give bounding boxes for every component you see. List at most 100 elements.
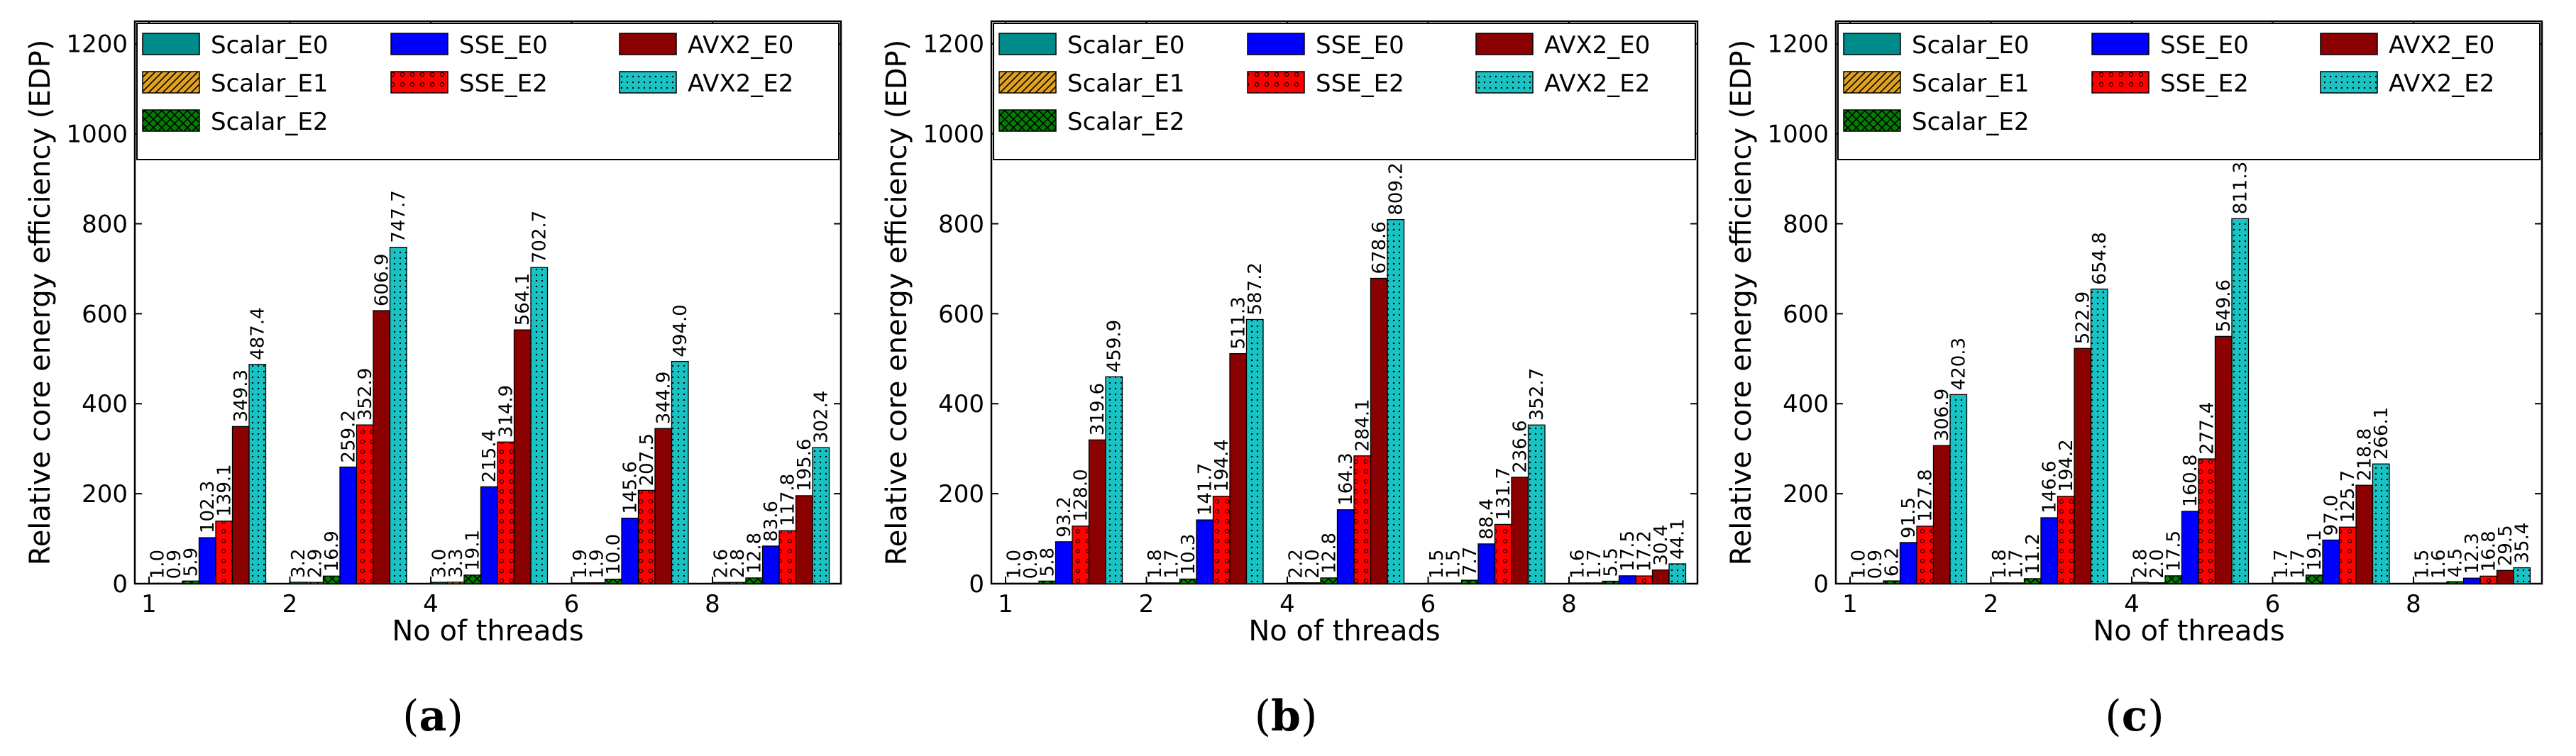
bar-value-label: 7.7 — [1460, 547, 1481, 576]
bar-avx2-e0 — [795, 495, 813, 584]
bar-sse-e2 — [637, 489, 656, 584]
bar-scalar-e0 — [430, 582, 448, 584]
x-tick-label: 4 — [423, 590, 439, 618]
legend-swatch — [2320, 33, 2378, 55]
bar-avx2-e0 — [231, 426, 250, 584]
bar-value-label: 549.6 — [2213, 279, 2235, 332]
legend-swatch — [1843, 71, 1901, 94]
bar-value-label: 131.7 — [1493, 467, 1514, 520]
legend-label: SSE_E2 — [2160, 70, 2249, 98]
bar-value-label: 487.4 — [248, 307, 269, 360]
legend-label: Scalar_E2 — [1912, 108, 2029, 136]
legend-label: Scalar_E0 — [211, 31, 328, 60]
bar-avx2-e0 — [1932, 445, 1951, 584]
bar-value-label: 5.8 — [1037, 547, 1059, 577]
bar-value-label: 2.6 — [711, 549, 732, 578]
bar-value-label: 207.5 — [637, 433, 658, 486]
legend-swatch — [1475, 71, 1534, 94]
legend-swatch — [142, 33, 200, 55]
bar-value-label: 0.9 — [1020, 550, 1042, 579]
legend-label: AVX2_E2 — [2389, 70, 2494, 98]
bar-avx2-e0 — [1370, 277, 1388, 584]
legend-swatch — [1843, 109, 1901, 132]
bar-avx2-e0 — [2214, 335, 2233, 584]
y-tick-label: 1000 — [923, 121, 984, 149]
bar-avx2-e0 — [1088, 439, 1106, 584]
bar-value-label: 35.4 — [2512, 523, 2533, 564]
bar-avx2-e2 — [1245, 318, 1264, 584]
bar-value-label: 2.0 — [1302, 549, 1323, 578]
bar-scalar-e2 — [2164, 575, 2183, 584]
bar-value-label: 459.9 — [1104, 320, 1125, 372]
legend: Scalar_E0 Scalar_E1 Scalar_E2 SSE_E0 SSE_E2 A… — [136, 23, 840, 160]
legend-label: AVX2_E2 — [688, 70, 793, 98]
bar-value-label: 306.9 — [1932, 389, 1953, 441]
bar-value-label: 494.0 — [670, 304, 691, 357]
bar-sse-e2 — [1635, 575, 1653, 584]
bar-value-label: 1.0 — [1004, 550, 1025, 579]
legend-label: AVX2_E0 — [1544, 31, 1650, 60]
bar-scalar-e0 — [1287, 582, 1305, 584]
bar-value-label: 29.5 — [2495, 525, 2516, 566]
bar-sse-e0 — [1477, 543, 1496, 584]
bar-scalar-e1 — [2289, 582, 2307, 584]
bar-value-label: 511.3 — [1228, 296, 1250, 349]
bar-scalar-e2 — [182, 580, 200, 584]
bar-value-label: 3.0 — [429, 549, 451, 578]
bar-sse-e2 — [2479, 575, 2498, 584]
bar-value-label: 266.1 — [2371, 407, 2392, 460]
legend-swatch — [998, 33, 1057, 55]
bar-scalar-e1 — [2429, 582, 2448, 584]
bar-scalar-e0 — [571, 582, 589, 584]
bar-value-label: 2.2 — [1286, 549, 1307, 578]
x-tick-label: 6 — [564, 590, 580, 618]
bar-value-label: 277.4 — [2197, 402, 2218, 455]
bar-value-label: 12.8 — [1319, 533, 1341, 574]
bar-avx2-e2 — [671, 360, 689, 584]
y-tick-label: 1200 — [923, 30, 984, 59]
legend: Scalar_E0 Scalar_E1 Scalar_E2 SSE_E0 SSE_E2 A… — [993, 23, 1696, 160]
legend-swatch — [619, 71, 677, 94]
bar-scalar-e1 — [728, 582, 747, 584]
bar-scalar-e2 — [1883, 580, 1901, 584]
legend-swatch — [619, 33, 677, 55]
bar-value-label: 10.0 — [603, 534, 624, 575]
bar-avx2-e2 — [1668, 563, 1687, 584]
bar-value-label: 654.8 — [2089, 232, 2110, 284]
bar-scalar-e2 — [463, 574, 482, 584]
bar-scalar-e2 — [1602, 580, 1620, 584]
x-tick-label: 8 — [1561, 590, 1577, 618]
y-axis-label: Relative core energy efficiency (EDP) — [24, 40, 57, 566]
bar-sse-e0 — [2181, 511, 2199, 584]
bar-value-label: 349.3 — [231, 369, 252, 422]
legend-frame — [136, 23, 840, 160]
bar-avx2-e2 — [2372, 463, 2390, 584]
bar-value-label: 352.7 — [1526, 368, 1548, 421]
bar-value-label: 420.3 — [1949, 338, 1970, 390]
bar-value-label: 1.9 — [587, 549, 608, 578]
bar-sse-e2 — [2198, 458, 2216, 584]
y-tick-label: 1000 — [66, 121, 128, 149]
bar-value-label: 1.9 — [570, 549, 591, 578]
legend-swatch — [1843, 33, 1901, 55]
legend-swatch — [1247, 71, 1305, 94]
bar-scalar-e2 — [1038, 580, 1057, 584]
bar-value-label: 12.8 — [744, 533, 766, 574]
bar-avx2-e2 — [530, 267, 549, 584]
legend-frame — [993, 23, 1696, 160]
bar-scalar-e0 — [1849, 582, 1868, 584]
bar-value-label: 194.2 — [2056, 439, 2077, 491]
bar-value-label: 1.0 — [1849, 550, 1870, 579]
bar-avx2-e2 — [389, 247, 407, 584]
bar-sse-e0 — [1336, 509, 1355, 584]
bar-value-label: 164.3 — [1336, 452, 1357, 505]
bar-avx2-e0 — [654, 428, 673, 584]
legend-swatch — [2320, 71, 2378, 94]
y-tick-label: 200 — [82, 480, 128, 508]
bar-avx2-e2 — [1527, 424, 1546, 584]
bar-value-label: 17.5 — [2164, 530, 2185, 572]
bar-scalar-e2 — [1460, 579, 1479, 584]
